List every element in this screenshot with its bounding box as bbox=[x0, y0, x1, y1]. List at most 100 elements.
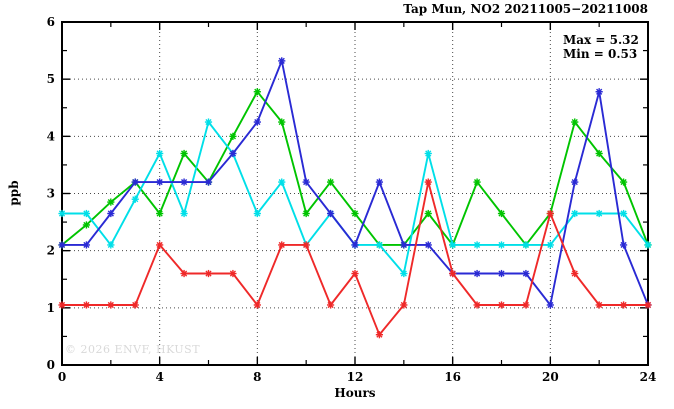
series-cyan-marker bbox=[253, 209, 261, 218]
series-blue-marker bbox=[131, 178, 139, 186]
series-red-marker bbox=[644, 301, 652, 309]
series-cyan-marker bbox=[473, 241, 481, 249]
series-green-marker bbox=[278, 118, 286, 126]
x-axis-label: Hours bbox=[334, 386, 376, 400]
watermark-text: © 2026 ENVF, HKUST bbox=[65, 343, 201, 356]
series-blue-marker bbox=[400, 241, 408, 249]
series-cyan-marker bbox=[204, 118, 213, 126]
series-cyan-marker bbox=[180, 209, 188, 218]
series-cyan-marker bbox=[58, 209, 66, 218]
series-blue-marker bbox=[522, 269, 530, 278]
y-tick-label: 6 bbox=[47, 15, 55, 29]
series-blue-marker bbox=[571, 178, 579, 186]
series-blue-marker bbox=[82, 241, 91, 249]
y-tick-label: 1 bbox=[47, 301, 55, 315]
series-cyan-marker bbox=[595, 209, 603, 218]
series-red-marker bbox=[180, 269, 188, 278]
max-value-label: Max = 5.32 bbox=[563, 33, 639, 47]
series-green-marker bbox=[253, 88, 261, 96]
series-cyan-marker bbox=[400, 269, 408, 278]
series-green-marker bbox=[229, 132, 237, 140]
series-red-marker bbox=[449, 269, 457, 278]
y-axis-label: ppb bbox=[7, 180, 21, 206]
series-red-marker bbox=[595, 301, 603, 309]
y-tick-label: 3 bbox=[47, 187, 55, 201]
series-cyan-marker bbox=[497, 241, 506, 249]
series-blue-marker bbox=[58, 241, 66, 249]
series-red-marker bbox=[546, 209, 554, 218]
series-green-marker bbox=[619, 178, 628, 186]
x-tick-label: 8 bbox=[253, 370, 261, 384]
series-green-marker bbox=[82, 221, 91, 229]
x-tick-label: 12 bbox=[347, 370, 364, 384]
series-cyan-marker bbox=[424, 149, 432, 158]
y-tick-label: 4 bbox=[47, 129, 55, 143]
series-cyan-marker bbox=[644, 241, 652, 249]
series-blue-marker bbox=[107, 209, 115, 218]
series-red-marker bbox=[351, 269, 359, 278]
series-red-marker bbox=[302, 241, 310, 249]
series-green-marker bbox=[424, 209, 432, 218]
series-blue-marker bbox=[253, 118, 261, 126]
series-green-marker bbox=[473, 178, 481, 186]
series-red-marker bbox=[375, 331, 384, 339]
series-red-marker bbox=[156, 241, 164, 249]
series-red-marker bbox=[497, 301, 506, 309]
series-blue-marker bbox=[375, 178, 384, 186]
series-blue-marker bbox=[595, 88, 603, 96]
y-tick-label: 5 bbox=[47, 72, 55, 86]
series-blue-marker bbox=[180, 178, 188, 186]
series-blue-marker bbox=[619, 241, 628, 249]
series-blue-marker bbox=[278, 57, 286, 65]
series-blue-marker bbox=[351, 241, 359, 249]
series-green-marker bbox=[107, 198, 115, 206]
series-cyan-marker bbox=[156, 149, 164, 158]
series-cyan-marker bbox=[449, 241, 457, 249]
series-green-marker bbox=[180, 149, 188, 158]
series-blue-marker bbox=[473, 269, 481, 278]
series-red-marker bbox=[326, 301, 335, 309]
series-red-marker bbox=[131, 301, 139, 309]
series-blue-marker bbox=[424, 241, 432, 249]
series-blue-marker bbox=[326, 209, 335, 218]
series-red-marker bbox=[278, 241, 286, 249]
series-red-marker bbox=[253, 301, 261, 309]
series-green-marker bbox=[351, 209, 359, 218]
series-cyan-marker bbox=[82, 209, 91, 218]
x-tick-label: 4 bbox=[155, 370, 163, 384]
series-red-marker bbox=[522, 301, 530, 309]
series-red-marker bbox=[571, 269, 579, 278]
series-blue-marker bbox=[302, 178, 310, 186]
series-red-marker bbox=[58, 301, 66, 309]
series-green-marker bbox=[326, 178, 335, 186]
series-green-marker bbox=[302, 209, 310, 218]
x-tick-label: 20 bbox=[542, 370, 559, 384]
series-green-marker bbox=[595, 149, 603, 158]
series-blue-marker bbox=[497, 269, 506, 278]
series-blue-marker bbox=[546, 301, 554, 309]
series-blue-marker bbox=[229, 149, 237, 158]
series-red-marker bbox=[400, 301, 408, 309]
series-red-marker bbox=[107, 301, 115, 309]
series-blue-marker bbox=[156, 178, 164, 186]
series-green-marker bbox=[571, 118, 579, 126]
series-red-marker bbox=[204, 269, 213, 278]
series-cyan-marker bbox=[619, 209, 628, 218]
series-green-marker bbox=[497, 209, 506, 218]
series-cyan-marker bbox=[278, 178, 286, 186]
x-tick-label: 16 bbox=[444, 370, 461, 384]
series-red-marker bbox=[82, 301, 91, 309]
series-cyan-marker bbox=[571, 209, 579, 218]
series-red-marker bbox=[229, 269, 237, 278]
series-cyan-marker bbox=[131, 195, 139, 203]
x-tick-label: 24 bbox=[640, 370, 657, 384]
min-value-label: Min = 0.53 bbox=[563, 47, 638, 61]
minmax-annotation: Max = 5.32 Min = 0.53 bbox=[563, 33, 639, 61]
y-tick-label: 2 bbox=[47, 244, 55, 258]
series-red-marker bbox=[473, 301, 481, 309]
x-tick-label: 0 bbox=[58, 370, 66, 384]
plot-frame bbox=[61, 21, 649, 366]
y-tick-label: 0 bbox=[47, 358, 55, 372]
